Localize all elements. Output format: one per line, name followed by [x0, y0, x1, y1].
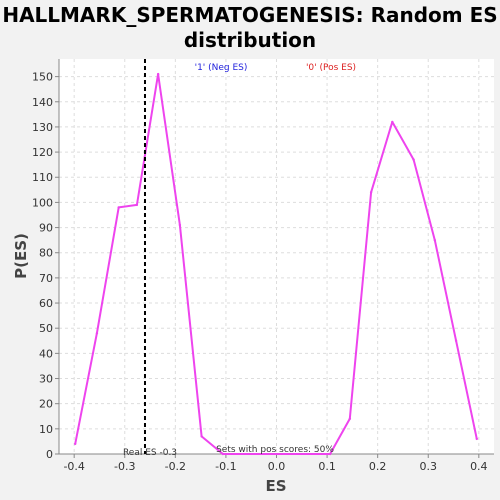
y-tick-label: 20 — [39, 398, 53, 411]
x-tick-label: 0.2 — [369, 460, 387, 473]
y-tick-label: 10 — [39, 423, 53, 436]
real-es-label: Real ES -0.3 — [123, 448, 177, 458]
series-line — [74, 73, 478, 455]
pos-scores-label: Sets with pos scores: 50% — [216, 445, 334, 455]
data-point — [117, 206, 120, 209]
x-axis-label: ES — [265, 477, 286, 495]
grid — [59, 59, 494, 455]
x-tick-label: -0.1 — [215, 460, 236, 473]
y-tick-label: 70 — [39, 272, 53, 285]
x-tick-label: 0.3 — [419, 460, 437, 473]
chart-title-line2: distribution — [184, 28, 316, 52]
y-axis-label: P(ES) — [12, 233, 30, 279]
data-point — [328, 452, 332, 456]
neg-es-label: '1' (Neg ES) — [195, 63, 248, 73]
y-tick-label: 50 — [39, 322, 53, 335]
data-point — [135, 203, 139, 207]
data-point — [391, 120, 394, 124]
y-tick-label: 60 — [39, 297, 53, 310]
x-tick-label: -0.2 — [165, 460, 186, 473]
chart-title-line1: HALLMARK_SPERMATOGENESIS: Random ES — [2, 3, 497, 27]
data-point — [221, 452, 225, 456]
data-point — [369, 191, 373, 194]
x-tick-label: -0.3 — [114, 460, 135, 473]
y-tick-label: 40 — [39, 347, 53, 360]
x-tick-label: 0.1 — [318, 460, 336, 473]
y-tick-label: 100 — [32, 196, 53, 209]
data-point — [95, 332, 99, 335]
data-point — [412, 158, 415, 161]
x-tick-label: -0.4 — [63, 460, 84, 473]
y-tick-label: 0 — [46, 448, 53, 461]
data-point — [200, 435, 203, 438]
y-tick-label: 110 — [32, 171, 53, 184]
y-tick-label: 120 — [32, 146, 53, 159]
data-point — [178, 223, 182, 227]
data-point — [454, 339, 458, 342]
plot-area — [59, 59, 494, 454]
data-point — [73, 442, 77, 446]
x-tick-label: 0.4 — [470, 460, 488, 473]
data-point — [348, 417, 352, 420]
y-tick-label: 90 — [39, 222, 53, 235]
data-point — [433, 238, 437, 242]
y-tick-label: 140 — [32, 96, 53, 109]
y-tick-label: 150 — [32, 71, 53, 84]
data-point — [475, 437, 479, 441]
y-tick-label: 130 — [32, 121, 53, 134]
series-layer — [73, 59, 479, 456]
x-tick-label: 0.0 — [268, 460, 286, 473]
pos-es-label: '0' (Pos ES) — [306, 63, 356, 73]
data-point — [156, 72, 160, 76]
y-tick-label: 80 — [39, 247, 53, 260]
y-tick-label: 30 — [39, 373, 53, 386]
